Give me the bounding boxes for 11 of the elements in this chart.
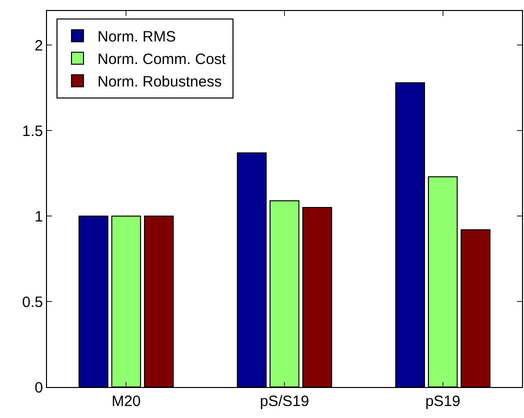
y-tick-label: 2 (34, 37, 43, 54)
x-tick-label: M20 (112, 393, 141, 410)
legend-label: Norm. Robustness (98, 74, 222, 91)
y-tick-label: 1 (34, 208, 43, 226)
y-tick-label: 0.5 (22, 294, 43, 311)
legend-label: Norm. Comm. Cost (98, 51, 227, 68)
y-tick-label: 0 (34, 379, 43, 396)
y-tick-label: 1.5 (22, 122, 43, 140)
x-tick-label: pS19 (425, 393, 460, 410)
x-tick-label: pS/S19 (260, 393, 310, 410)
legend-label: Norm. RMS (98, 28, 176, 46)
